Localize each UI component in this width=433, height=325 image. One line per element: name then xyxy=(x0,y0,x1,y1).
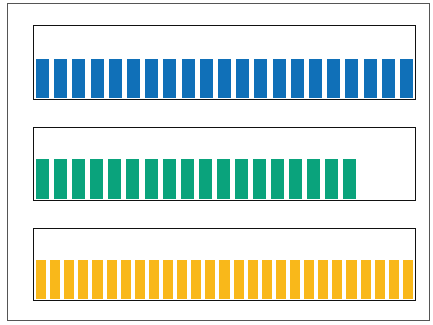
meter-segment xyxy=(217,59,232,98)
meter-segment xyxy=(363,59,377,98)
meter-segment xyxy=(216,159,230,199)
meter-segment xyxy=(177,260,188,299)
meter-fill-2 xyxy=(36,159,357,199)
meter-segment xyxy=(374,260,385,299)
meter-segment xyxy=(36,260,47,299)
meter-track-1 xyxy=(36,59,413,98)
meter-segment xyxy=(289,260,301,299)
meter-track-3 xyxy=(36,260,413,299)
meter-segment xyxy=(254,59,268,98)
meter-fill-3 xyxy=(36,260,413,299)
meter-segment xyxy=(332,260,343,299)
meter-segment xyxy=(180,159,194,199)
meter-segment xyxy=(191,260,202,299)
meter-segment xyxy=(54,59,68,98)
meter-segment xyxy=(307,159,321,199)
meter-segment xyxy=(346,260,357,299)
meter-segment xyxy=(219,260,230,299)
meter-segment xyxy=(275,260,286,299)
meter-segment xyxy=(247,260,258,299)
meter-segment xyxy=(272,59,286,98)
meter-segment xyxy=(198,159,212,199)
meter-segment xyxy=(271,159,285,199)
meter-segment xyxy=(343,159,357,199)
meter-segment xyxy=(290,59,304,98)
meter-segment xyxy=(72,159,86,199)
meter-panel-3 xyxy=(33,228,416,301)
meter-segment xyxy=(36,59,50,98)
meter-segment xyxy=(402,260,413,299)
meter-segment xyxy=(92,260,103,299)
meter-segment xyxy=(54,159,68,199)
meter-segment xyxy=(50,260,61,299)
meter-segment xyxy=(162,260,174,299)
meter-segment xyxy=(78,260,89,299)
meter-segment xyxy=(261,260,272,299)
meter-segment xyxy=(90,59,104,98)
meter-segment xyxy=(233,260,244,299)
meter-segment xyxy=(90,159,104,199)
meter-segment xyxy=(325,159,339,199)
meter-segment xyxy=(144,159,158,199)
meter-segment xyxy=(205,260,216,299)
meter-segment xyxy=(148,260,160,299)
meter-segment xyxy=(318,260,329,299)
meter-segment xyxy=(308,59,323,98)
meter-segment xyxy=(199,59,213,98)
meter-segment xyxy=(388,260,399,299)
meter-segment xyxy=(72,59,86,98)
meter-track-2 xyxy=(36,159,413,199)
meter-segment xyxy=(163,59,177,98)
meter-segment xyxy=(108,159,122,199)
meter-segment xyxy=(126,59,141,98)
meter-segment xyxy=(360,260,371,299)
meter-fill-1 xyxy=(36,59,413,98)
meter-segment xyxy=(36,159,50,199)
meter-segment xyxy=(126,159,140,199)
meter-segment xyxy=(145,59,159,98)
meter-segment xyxy=(234,159,248,199)
meter-segment xyxy=(289,159,303,199)
meter-segment xyxy=(399,59,413,98)
meter-segment xyxy=(381,59,395,98)
meter-segment xyxy=(181,59,195,98)
meter-segment xyxy=(162,159,176,199)
meter-segment xyxy=(327,59,341,98)
meter-segment xyxy=(304,260,315,299)
meter-segment xyxy=(236,59,250,98)
meter-segment xyxy=(345,59,359,98)
meter-segment xyxy=(253,159,267,199)
meter-segment xyxy=(108,59,122,98)
meter-segment xyxy=(64,260,75,299)
meter-segment xyxy=(134,260,145,299)
meter-segment xyxy=(120,260,131,299)
meter-segment xyxy=(106,260,117,299)
meter-panel-1 xyxy=(33,25,416,100)
meter-panel-2 xyxy=(33,127,416,201)
